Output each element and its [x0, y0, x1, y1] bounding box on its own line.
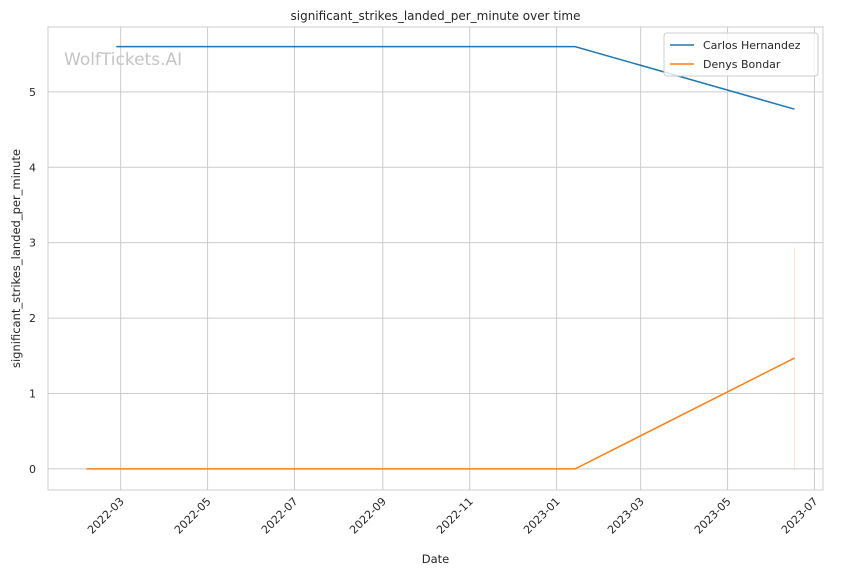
y-tick-label: 2 [29, 312, 36, 325]
y-tick-label: 1 [29, 387, 36, 400]
y-tick-label: 5 [29, 86, 36, 99]
plot-frame [47, 26, 824, 491]
x-axis-label: Date [422, 552, 450, 566]
chart-title: significant_strikes_landed_per_minute ov… [290, 9, 580, 23]
watermark-text: WolfTickets.AI [64, 50, 182, 70]
legend-label-denys-bondar: Denys Bondar [703, 58, 781, 71]
y-tick-label: 0 [29, 463, 36, 476]
series-line-carlos-hernandez [116, 45, 795, 110]
series-lines [86, 45, 796, 470]
legend-label-carlos-hernandez: Carlos Hernandez [703, 39, 801, 52]
legend-box [663, 32, 819, 77]
legend: Carlos Hernandez Denys Bondar [663, 32, 819, 77]
series-line-denys-bondar [86, 357, 795, 470]
y-tick-label: 4 [29, 161, 36, 174]
y-tick-label: 3 [29, 237, 36, 250]
y-axis-label: significant_strikes_landed_per_minute [9, 149, 23, 368]
